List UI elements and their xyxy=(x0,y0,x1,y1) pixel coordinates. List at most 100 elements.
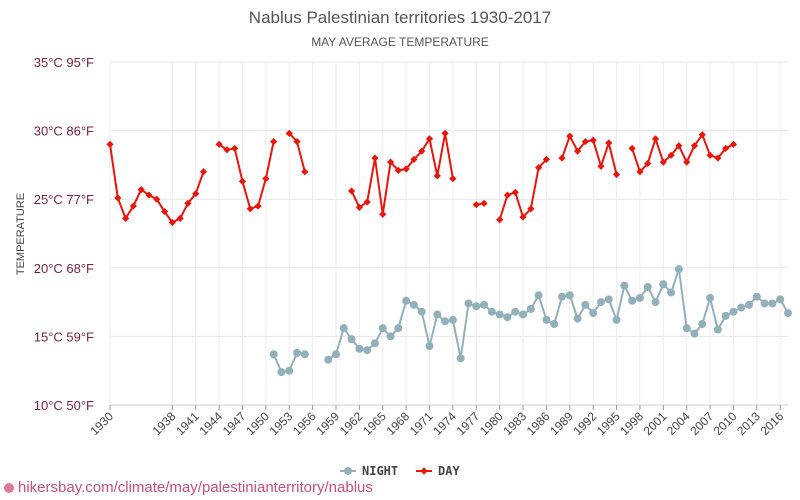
data-point[interactable] xyxy=(604,295,613,304)
data-point[interactable] xyxy=(420,467,428,475)
data-point[interactable] xyxy=(153,195,161,203)
data-point[interactable] xyxy=(386,332,395,341)
data-point[interactable] xyxy=(612,315,621,324)
data-point[interactable] xyxy=(378,324,387,333)
data-point[interactable] xyxy=(355,203,363,212)
data-point[interactable] xyxy=(659,280,668,289)
data-point[interactable] xyxy=(674,265,683,274)
data-point[interactable] xyxy=(659,158,667,166)
data-point[interactable] xyxy=(752,292,761,301)
data-point[interactable] xyxy=(370,339,379,348)
data-point[interactable] xyxy=(231,144,239,153)
data-point[interactable] xyxy=(542,155,551,164)
data-point[interactable] xyxy=(433,310,442,319)
data-point[interactable] xyxy=(760,299,769,308)
data-point[interactable] xyxy=(714,154,722,162)
data-point[interactable] xyxy=(324,355,333,364)
data-point[interactable] xyxy=(417,307,426,316)
data-point[interactable] xyxy=(706,151,714,159)
data-point[interactable] xyxy=(262,175,270,183)
data-point[interactable] xyxy=(729,140,738,148)
data-point[interactable] xyxy=(636,168,644,176)
data-point[interactable] xyxy=(573,314,582,323)
data-point[interactable] xyxy=(511,188,519,196)
data-point[interactable] xyxy=(596,298,605,307)
data-point[interactable] xyxy=(386,158,395,166)
data-point[interactable] xyxy=(651,135,660,143)
data-point[interactable] xyxy=(410,155,418,164)
data-point[interactable] xyxy=(682,324,691,333)
data-point[interactable] xyxy=(566,132,574,140)
data-point[interactable] xyxy=(675,142,683,150)
data-point[interactable] xyxy=(503,191,512,199)
data-point[interactable] xyxy=(137,185,145,194)
data-point[interactable] xyxy=(667,288,676,297)
data-point[interactable] xyxy=(347,187,356,195)
legend[interactable]: NIGHT DAY xyxy=(340,464,460,478)
data-point[interactable] xyxy=(589,309,598,318)
data-point[interactable] xyxy=(301,168,309,176)
data-point[interactable] xyxy=(168,218,176,227)
data-point[interactable] xyxy=(160,207,169,216)
data-point[interactable] xyxy=(176,214,184,223)
data-point[interactable] xyxy=(238,177,247,185)
data-point[interactable] xyxy=(558,154,566,162)
data-point[interactable] xyxy=(394,324,403,333)
data-point[interactable] xyxy=(535,164,543,172)
data-point[interactable] xyxy=(402,296,411,305)
data-point[interactable] xyxy=(737,303,746,312)
data-point[interactable] xyxy=(300,350,309,359)
data-point[interactable] xyxy=(192,190,200,198)
data-point[interactable] xyxy=(363,198,371,206)
data-point[interactable] xyxy=(503,313,512,322)
data-point[interactable] xyxy=(293,348,302,357)
data-point[interactable] xyxy=(285,366,294,375)
data-point[interactable] xyxy=(339,324,348,333)
data-point[interactable] xyxy=(425,135,434,143)
data-point[interactable] xyxy=(363,346,372,355)
data-point[interactable] xyxy=(449,175,457,183)
watermark[interactable]: hikersbay.com/climate/may/palestinianter… xyxy=(4,479,373,496)
data-point[interactable] xyxy=(784,309,792,318)
data-point[interactable] xyxy=(106,140,114,148)
data-point[interactable] xyxy=(270,137,278,146)
data-point[interactable] xyxy=(394,166,402,174)
data-point[interactable] xyxy=(565,291,574,300)
data-point[interactable] xyxy=(721,311,730,320)
data-point[interactable] xyxy=(114,194,122,202)
data-point[interactable] xyxy=(269,350,278,359)
data-point[interactable] xyxy=(441,317,450,326)
data-point[interactable] xyxy=(620,281,629,290)
data-point[interactable] xyxy=(293,137,301,146)
data-point[interactable] xyxy=(480,300,489,309)
data-point[interactable] xyxy=(519,310,528,319)
data-point[interactable] xyxy=(690,142,699,150)
data-point[interactable] xyxy=(527,205,535,213)
data-point[interactable] xyxy=(145,191,153,199)
legend-item-day[interactable]: DAY xyxy=(416,464,460,478)
data-point[interactable] xyxy=(379,210,387,218)
data-point[interactable] xyxy=(550,320,559,329)
data-point[interactable] xyxy=(215,140,223,148)
data-point[interactable] xyxy=(534,291,543,300)
data-point[interactable] xyxy=(690,329,699,338)
data-point[interactable] xyxy=(441,129,449,137)
data-point[interactable] xyxy=(683,158,691,166)
data-point[interactable] xyxy=(344,467,352,475)
legend-item-night[interactable]: NIGHT xyxy=(340,464,398,478)
data-point[interactable] xyxy=(729,307,738,316)
data-point[interactable] xyxy=(651,298,660,307)
data-point[interactable] xyxy=(254,202,262,210)
data-point[interactable] xyxy=(644,159,652,168)
data-point[interactable] xyxy=(464,299,473,308)
data-point[interactable] xyxy=(519,213,527,221)
data-point[interactable] xyxy=(558,292,566,301)
data-point[interactable] xyxy=(495,310,504,319)
data-point[interactable] xyxy=(223,146,231,154)
data-point[interactable] xyxy=(332,350,340,359)
data-point[interactable] xyxy=(511,307,520,316)
data-point[interactable] xyxy=(605,139,613,147)
data-point[interactable] xyxy=(472,302,481,311)
data-point[interactable] xyxy=(199,168,208,176)
data-point[interactable] xyxy=(581,300,590,309)
